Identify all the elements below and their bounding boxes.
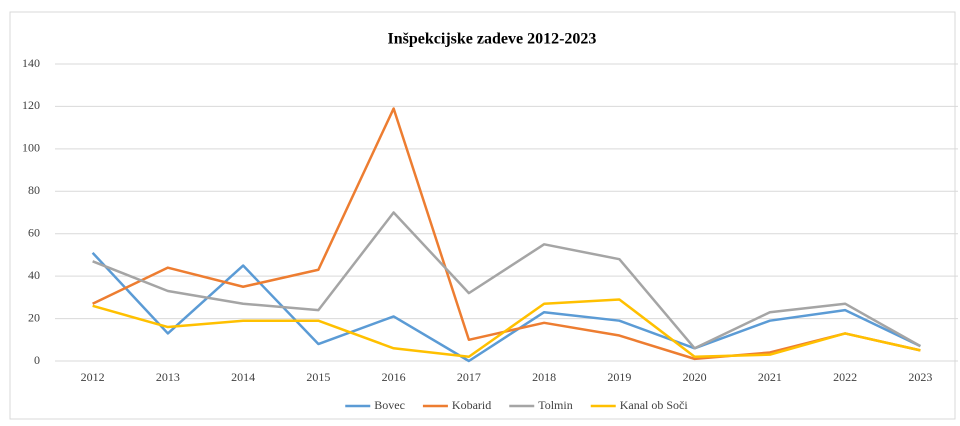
- x-tick-label: 2023: [908, 370, 932, 384]
- x-tick-label: 2020: [683, 370, 707, 384]
- legend-label: Kobarid: [452, 398, 491, 412]
- x-tick-label: 2022: [833, 370, 857, 384]
- series-line: [92, 211, 921, 350]
- y-tick-label: 40: [28, 268, 40, 282]
- series-line: [92, 298, 921, 359]
- x-tick-label: 2017: [457, 370, 481, 384]
- y-tick-label: 60: [28, 225, 40, 239]
- x-tick-label: 2015: [306, 370, 330, 384]
- x-tick-label: 2014: [231, 370, 255, 384]
- series-line: [91, 251, 921, 363]
- y-tick-label: 20: [28, 310, 40, 324]
- y-tick-label: 120: [22, 98, 40, 112]
- y-tick-label: 80: [28, 183, 40, 197]
- y-tick-label: 140: [22, 56, 40, 70]
- x-tick-label: 2021: [758, 370, 782, 384]
- legend-label: Bovec: [374, 398, 405, 412]
- chart-title: Inšpekcijske zadeve 2012-2023: [388, 31, 597, 48]
- x-tick-label: 2018: [532, 370, 556, 384]
- y-tick-label: 100: [22, 141, 40, 155]
- x-tick-label: 2012: [81, 370, 105, 384]
- legend-label: Kanal ob Soči: [620, 398, 689, 412]
- chart-frame: [9, 11, 956, 420]
- x-tick-label: 2016: [382, 370, 406, 384]
- x-tick-label: 2019: [607, 370, 631, 384]
- y-tick-label: 0: [34, 353, 40, 367]
- x-tick-label: 2013: [156, 370, 180, 384]
- legend-label: Tolmin: [538, 398, 573, 412]
